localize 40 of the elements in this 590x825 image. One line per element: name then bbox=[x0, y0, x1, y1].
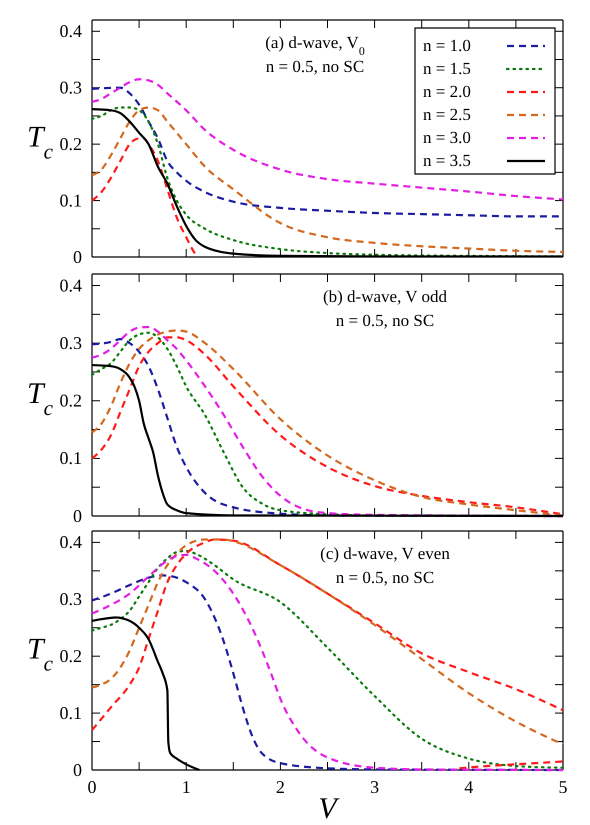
y-tick-label: 0 bbox=[73, 246, 82, 267]
y-tick-label: 0.2 bbox=[60, 134, 82, 154]
x-tick-label: 2 bbox=[276, 776, 285, 797]
annotation: n = 0.5, no SC bbox=[336, 311, 434, 330]
y-tick-label: 0.1 bbox=[60, 448, 82, 468]
annotation: (c) d-wave, V even bbox=[320, 544, 450, 563]
x-tick-label: 1 bbox=[182, 776, 191, 797]
annotation: n = 0.5, no SC bbox=[336, 568, 434, 587]
y-tick-label: 0 bbox=[73, 760, 82, 780]
legend-label: n = 3.0 bbox=[423, 128, 471, 147]
line-series bbox=[90, 78, 564, 201]
annotation: n = 0.5, no SC bbox=[266, 57, 364, 76]
y-tick-label: 0.1 bbox=[60, 702, 82, 723]
legend-label: n = 2.5 bbox=[423, 105, 471, 124]
y-tick-label: 0.2 bbox=[60, 646, 82, 666]
x-tick-label: 3 bbox=[370, 776, 380, 797]
line-series bbox=[458, 760, 564, 770]
line-series bbox=[90, 137, 200, 258]
y-axis-title: T$_{c}$ bbox=[26, 632, 54, 676]
y-tick-label: 0.2 bbox=[60, 390, 82, 411]
legend-label: n = 1.0 bbox=[423, 36, 471, 55]
y-axis-title: T$_{c}$ bbox=[26, 120, 54, 164]
y-tick-label: 0.3 bbox=[60, 77, 82, 98]
y-tick-label: 0.4 bbox=[60, 21, 82, 42]
y-tick-label: 0.3 bbox=[60, 332, 82, 353]
y-tick-label: 0.1 bbox=[60, 190, 82, 210]
x-tick-label: 0 bbox=[88, 776, 96, 797]
y-tick-label: 0.4 bbox=[60, 275, 82, 296]
legend-label: n = 3.5 bbox=[423, 151, 471, 170]
y-tick-label: 0.3 bbox=[60, 589, 82, 610]
y-tick-label: 0 bbox=[73, 506, 82, 526]
x-tick-label: 4 bbox=[464, 776, 474, 797]
legend-label: n = 2.0 bbox=[423, 82, 471, 101]
y-tick-label: 0.4 bbox=[60, 532, 82, 552]
legend-label: n = 1.5 bbox=[423, 59, 471, 78]
x-tick-label: 5 bbox=[558, 776, 568, 797]
y-axis-title: T$_{c}$ bbox=[26, 377, 54, 420]
x-axis-title: V bbox=[318, 792, 340, 825]
annotation: (b) d-wave, V odd bbox=[322, 287, 448, 306]
annotation: (a) d-wave, V$_{0}$ bbox=[265, 33, 365, 58]
